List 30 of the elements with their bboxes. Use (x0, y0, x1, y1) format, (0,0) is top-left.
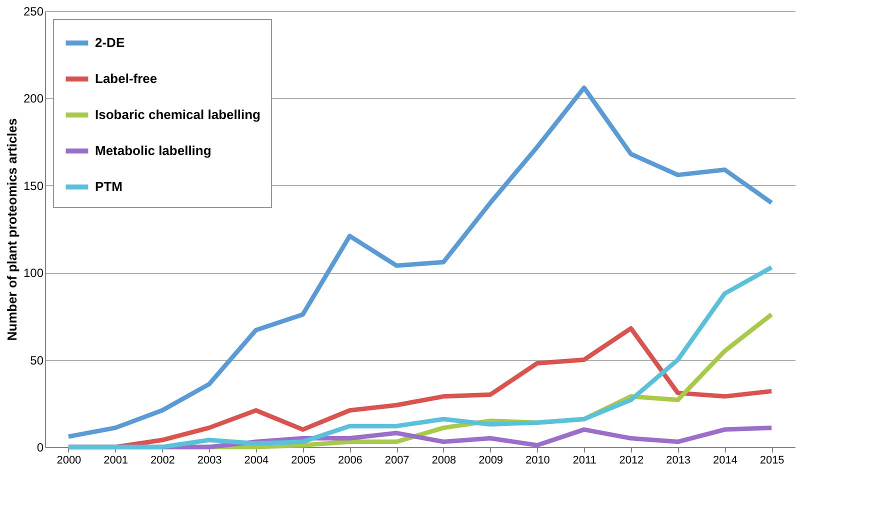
x-tick-label: 2013 (666, 454, 691, 466)
y-tick-label: 150 (23, 178, 44, 193)
x-tick-label: 2008 (432, 454, 456, 466)
x-tick-label: 2015 (760, 454, 784, 466)
x-tick-label: 2003 (197, 454, 222, 466)
legend-label: 2-DE (95, 35, 125, 50)
x-tick-label: 2009 (478, 454, 504, 466)
y-tick-label: 200 (23, 92, 44, 106)
y-tick-label: 100 (23, 266, 44, 280)
y-tick-label: 250 (23, 4, 44, 18)
legend-label: PTM (95, 179, 122, 194)
x-tick-label: 2002 (150, 454, 175, 466)
x-tick-label: 2005 (291, 454, 316, 466)
legend-label: Label-free (95, 71, 158, 86)
line-series (66, 85, 774, 439)
y-tick-label: 0 (36, 440, 44, 454)
x-tick-label: 2011 (572, 454, 596, 466)
x-tick-label: 2007 (384, 454, 410, 466)
x-tick-label: 2010 (525, 454, 550, 466)
y-axis-title: Number of plant proteomics articles (4, 118, 20, 341)
x-tick-label: 2006 (338, 454, 362, 466)
x-tick-label: 2004 (244, 454, 269, 466)
legend-label: Metabolic labelling (95, 143, 212, 158)
x-tick-label: 2001 (104, 454, 128, 466)
line-series (66, 265, 774, 450)
x-tick-label: 2000 (56, 454, 82, 466)
y-tick-label: 50 (30, 353, 44, 368)
x-tick-label: 2014 (712, 454, 738, 466)
legend-label: Isobaric chemical labelling (95, 107, 261, 122)
x-tick-label: 2012 (619, 454, 644, 466)
